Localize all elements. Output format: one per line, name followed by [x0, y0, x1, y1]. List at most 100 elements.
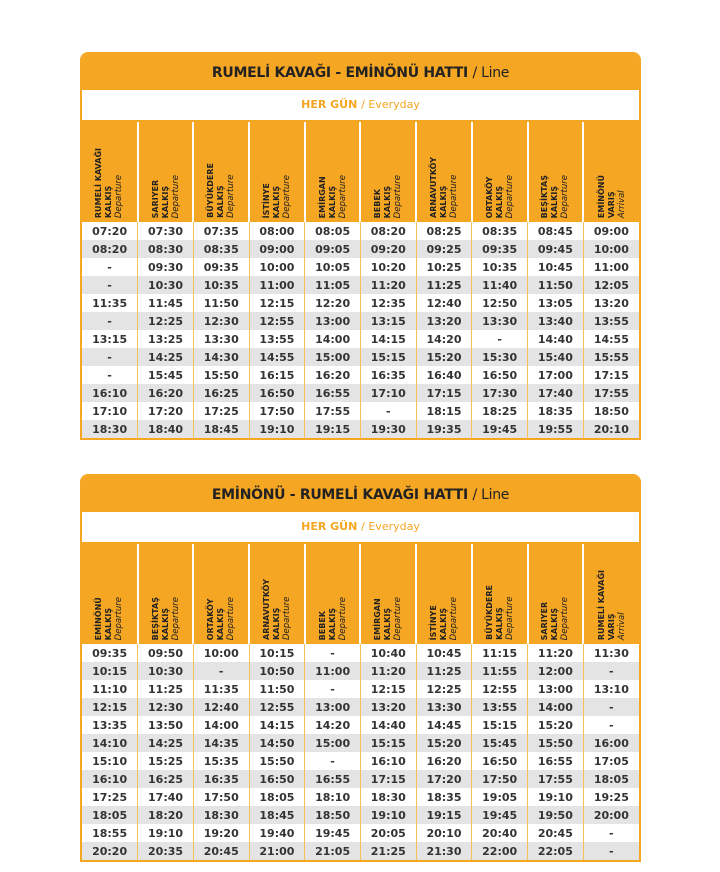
- column-header: SARIYER KALKIŞ Departure: [526, 544, 584, 644]
- column-header-label: BÜYÜKDERE KALKIŞ Departure: [206, 159, 236, 222]
- table-title: RUMELİ KAVAĞI - EMİNÖNÜ HATTI / Line: [82, 54, 639, 90]
- header-type: KALKIŞ: [216, 607, 226, 640]
- header-type: KALKIŞ: [494, 607, 504, 640]
- time-cell: 16:55: [527, 752, 584, 770]
- time-cell: 14:25: [137, 734, 194, 752]
- time-cell: 18:30: [82, 420, 138, 438]
- time-cell: 11:00: [304, 662, 361, 680]
- time-cell: 11:10: [92, 682, 128, 696]
- time-cell: 10:30: [137, 662, 194, 680]
- column-header-label: EMİNÖNÜ VARIŞ Arrival: [597, 171, 627, 222]
- time-cell: 13:15: [359, 312, 417, 330]
- time-cell: 10:35: [192, 276, 250, 294]
- timetable-eminonu-rumelikavagi: EMİNÖNÜ - RUMELİ KAVAĞI HATTI / Line HER…: [80, 474, 641, 862]
- header-name: EMİNÖNÜ: [94, 596, 104, 640]
- column-header: EMİRGAN KALKIŞ Departure: [359, 544, 417, 644]
- time-cell: 10:00: [248, 258, 305, 276]
- time-cell: -: [582, 662, 639, 680]
- column-header-label: ARNAVUTKÖY KALKIŞ Departure: [262, 575, 292, 644]
- time-cell: 17:25: [192, 402, 250, 420]
- time-cell: 12:00: [527, 662, 584, 680]
- time-cell: 09:35: [192, 258, 250, 276]
- time-cell: 12:30: [192, 312, 250, 330]
- time-cell: 16:15: [248, 366, 305, 384]
- time-cell: 09:30: [137, 258, 194, 276]
- time-cell: 19:10: [527, 788, 584, 806]
- time-cell: 11:35: [92, 296, 128, 310]
- time-cell: 15:45: [137, 366, 194, 384]
- table-row: 11:35 11:45 11:50 12:15 12:20 12:35 12:40 12:50…: [82, 294, 639, 312]
- time-cell: 19:45: [471, 420, 528, 438]
- table-row: - 15:45 15:50 16:15 16:20 16:35 16:40 16:50 17:0…: [82, 366, 639, 384]
- time-cell: 14:00: [527, 698, 584, 716]
- time-cell: 18:50: [304, 806, 361, 824]
- column-header-label: BEŞİKTAŞ KALKIŞ Departure: [540, 171, 570, 222]
- time-cell: 08:30: [137, 240, 194, 258]
- time-cell: 10:15: [82, 662, 138, 680]
- time-cell: 15:40: [527, 348, 584, 366]
- column-header: BEBEK KALKIŞ Departure: [303, 544, 361, 644]
- header-type: KALKIŞ: [160, 185, 170, 218]
- header-name: BÜYÜKDERE: [206, 163, 216, 218]
- column-header: SARIYER KALKIŞ Departure: [136, 122, 194, 222]
- time-cell: 20:10: [582, 420, 639, 438]
- table-row: 17:25 17:40 17:50 18:05 18:10 18:30 18:35 19:05…: [82, 788, 639, 806]
- time-cell: 18:45: [248, 806, 305, 824]
- time-cell: 14:40: [359, 716, 417, 734]
- time-cell: 09:20: [359, 240, 417, 258]
- table-subtitle: HER GÜN / Everyday: [82, 512, 639, 544]
- subtitle-en: / Everyday: [361, 98, 420, 111]
- time-cell: 09:05: [304, 240, 361, 258]
- time-cell: 09:45: [527, 240, 584, 258]
- time-cell: 14:55: [248, 348, 305, 366]
- time-cell: 19:30: [359, 420, 417, 438]
- column-header: ARNAVUTKÖY KALKIŞ Departure: [415, 122, 472, 222]
- table-subtitle: HER GÜN / Everyday: [82, 90, 639, 122]
- time-cell: 17:10: [92, 404, 128, 418]
- schedule-table: RUMELİ KAVAĞI KALKIŞ Departure SARIYER KALKI…: [82, 122, 639, 438]
- time-cell: 15:30: [471, 348, 528, 366]
- header-name: İSTİNYE: [428, 604, 438, 640]
- column-header-label: ORTAKÖY KALKIŞ Departure: [206, 593, 236, 644]
- table-row: 16:10 16:25 16:35 16:50 16:55 17:15 17:20 17:50…: [82, 770, 639, 788]
- column-header-label: BEŞİKTAŞ KALKIŞ Departure: [151, 593, 181, 644]
- time-cell: 13:00: [304, 698, 361, 716]
- time-cell: 20:10: [415, 824, 472, 842]
- time-cell: 17:55: [527, 770, 584, 788]
- time-cell: 13:35: [92, 718, 128, 732]
- time-cell: 08:35: [192, 240, 250, 258]
- header-type: KALKIŞ: [494, 185, 504, 218]
- time-cell: 17:05: [582, 752, 639, 770]
- time-cell: 10:15: [248, 644, 305, 662]
- header-name: EMİRGAN: [317, 175, 327, 218]
- time-cell: 20:20: [82, 842, 138, 860]
- time-cell: 11:20: [359, 276, 417, 294]
- time-cell: 17:10: [359, 384, 417, 402]
- header-en: Departure: [504, 174, 515, 218]
- time-cell: 12:15: [82, 698, 138, 716]
- time-cell: 19:15: [415, 806, 472, 824]
- time-cell: 13:55: [471, 698, 528, 716]
- time-cell: 18:45: [192, 420, 250, 438]
- time-cell: 12:55: [471, 680, 528, 698]
- time-cell: 19:40: [248, 824, 305, 842]
- header-name: ORTAKÖY: [206, 598, 216, 640]
- header-en: Departure: [448, 596, 459, 640]
- time-cell: 18:20: [137, 806, 194, 824]
- time-cell: 13:20: [582, 294, 639, 312]
- time-cell: 13:50: [137, 716, 194, 734]
- header-name: ARNAVUTKÖY: [428, 157, 438, 218]
- table-row: -14:25 14:30 14:55 15:00 15:15 15:20 15:30 15:4…: [82, 348, 639, 366]
- column-header-label: RUMELİ KAVAĞI VARIŞ Arrival: [597, 566, 627, 644]
- time-cell: 14:20: [415, 330, 472, 348]
- time-cell: -: [82, 348, 138, 366]
- time-cell: 11:40: [471, 276, 528, 294]
- time-cell: 12:55: [248, 312, 305, 330]
- time-cell: 10:45: [527, 258, 584, 276]
- title-en: / Line: [472, 65, 510, 81]
- time-cell: 16:00: [582, 734, 639, 752]
- time-cell: 09:35: [92, 646, 128, 660]
- time-cell: 18:10: [304, 788, 361, 806]
- column-header-label: BEBEK KALKIŞ Departure: [318, 593, 348, 644]
- header-name: BEŞİKTAŞ: [150, 596, 160, 640]
